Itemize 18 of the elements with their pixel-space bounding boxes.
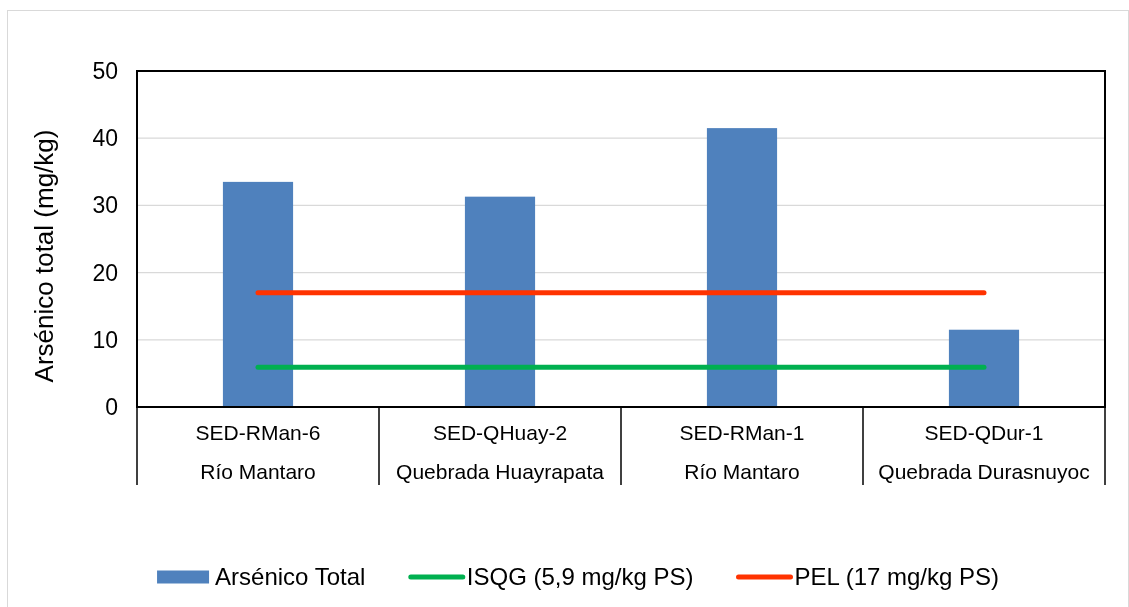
y-tick-label: 40 [92, 125, 118, 152]
y-tick-label: 10 [92, 326, 118, 353]
bar [464, 196, 536, 407]
bar [948, 329, 1020, 407]
x-tick-label: SED-QHuay-2 Quebrada Huayrapata [396, 421, 605, 484]
x-tick-label: SED-RMan-1 Río Mantaro [679, 421, 805, 484]
bar [706, 128, 778, 407]
y-tick-label: 50 [92, 58, 118, 85]
bar [222, 181, 294, 407]
legend-label: PEL (17 mg/kg PS) [794, 563, 1000, 591]
y-tick-label: 0 [105, 394, 118, 421]
legend-label: ISQG (5,9 mg/kg PS) [466, 563, 694, 591]
y-tick-label: 20 [92, 259, 118, 286]
y-tick-label: 30 [92, 192, 118, 219]
x-tick-label: SED-RMan-6 Río Mantaro [195, 421, 321, 484]
legend-label: Arsénico Total [215, 563, 366, 591]
y-axis-title: Arsénico total (mg/kg) [29, 129, 60, 383]
x-tick-label: SED-QDur-1 Quebrada Durasnuyoc [878, 421, 1090, 484]
